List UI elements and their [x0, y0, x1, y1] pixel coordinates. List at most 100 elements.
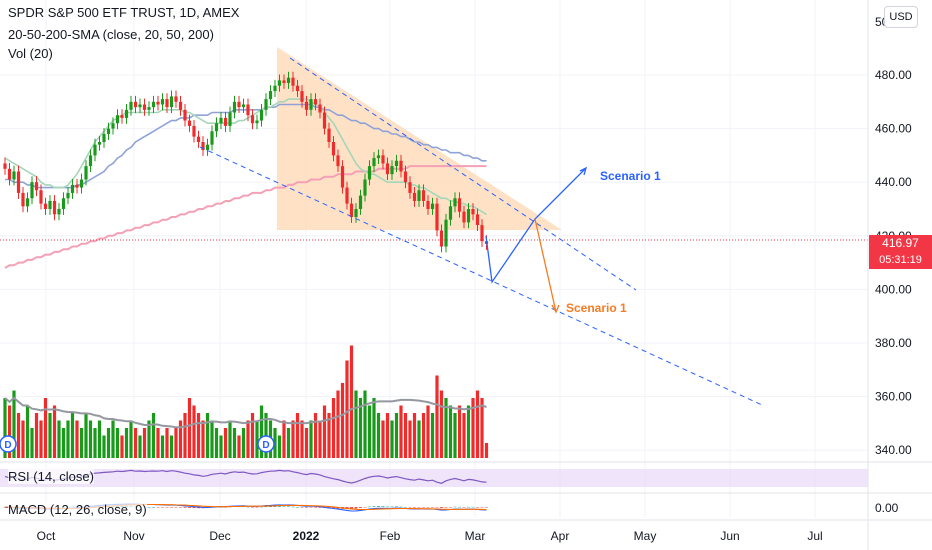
volume-bar [327, 413, 331, 458]
candle-body [237, 101, 241, 108]
macd-histogram-bar [246, 506, 250, 508]
time-tick-label: Nov [123, 529, 144, 543]
macd-axis-label: 0.00 [875, 501, 899, 515]
volume-bar [421, 413, 426, 458]
volume-bar [444, 398, 448, 458]
candle-body [372, 158, 376, 167]
candle-body [70, 184, 75, 193]
candle-body [318, 104, 322, 113]
moving-averages [4, 98, 487, 269]
candle-body [421, 190, 426, 201]
volume-bar [115, 428, 120, 458]
volume-bar [403, 413, 408, 458]
scenario-blue-arrowhead [579, 166, 588, 176]
volume-ma-line [4, 396, 487, 429]
candle-body [390, 166, 394, 175]
price-tick-label: 380.00 [875, 336, 912, 350]
candle-body [183, 109, 187, 121]
candle-body [354, 209, 358, 218]
time-tick-label: Apr [551, 529, 570, 543]
volume-bar [363, 390, 367, 458]
candle-body [466, 209, 471, 223]
candle-body [124, 109, 129, 118]
candle-body [12, 171, 16, 180]
candle-body [214, 123, 219, 132]
volume-bar [183, 413, 187, 458]
candle-body [268, 91, 273, 100]
candle-body [358, 195, 363, 209]
macd-histogram-bar [165, 507, 169, 508]
candle-body [111, 123, 115, 129]
macd-histogram-bar [395, 506, 398, 508]
volume-bar [354, 390, 358, 458]
macd-histogram-bar [287, 506, 290, 507]
volume-bar [439, 390, 444, 458]
triangle-pattern-drawing[interactable] [277, 47, 562, 230]
volume-bar [309, 420, 313, 458]
volume-bar [259, 405, 264, 458]
candle-body [430, 203, 435, 209]
candle-body [259, 109, 264, 121]
candle-body [147, 107, 151, 110]
volume-bar [457, 405, 462, 458]
price-tick-label: 440.00 [875, 175, 912, 189]
macd-histogram-bar [147, 507, 151, 508]
volume-bar [120, 435, 124, 458]
volume-bar [313, 413, 318, 458]
candle-body [75, 184, 79, 188]
candle-body [187, 120, 192, 126]
candle-body [322, 112, 327, 129]
volume-bar [480, 398, 484, 458]
candle-body [277, 80, 282, 86]
macd-histogram-bar [152, 507, 155, 508]
volume-bar [412, 413, 417, 458]
candle-body [345, 187, 349, 204]
candle-body [219, 117, 223, 124]
trend-drawings[interactable]: Scenario 1 Scenario 1 D D [0, 57, 868, 453]
candle-body [232, 101, 237, 113]
volume-bar [286, 428, 291, 458]
time-tick-label: Dec [209, 529, 230, 543]
volume-bar [169, 435, 174, 458]
candle-body [399, 160, 403, 172]
volume-bar [187, 398, 192, 458]
macd-histogram-bar [440, 507, 443, 508]
candle-body [309, 99, 313, 110]
legend-sma: 20-50-200-SMA (close, 20, 50, 200) [8, 27, 214, 42]
candle-body [381, 155, 385, 164]
volume-bar [151, 413, 156, 458]
candle-body [453, 198, 457, 207]
candle-body [448, 206, 453, 220]
candle-body [66, 192, 70, 199]
candle-body [340, 166, 345, 188]
candle-body [169, 96, 174, 108]
candle-body [471, 209, 475, 215]
volume-bar [331, 398, 336, 458]
macd-histogram-bar [174, 507, 178, 508]
volume-bar [196, 413, 201, 458]
volume-bar [300, 420, 304, 458]
volume-bar [349, 345, 354, 458]
volume-bar [255, 420, 259, 458]
volume-bar [142, 428, 147, 458]
candle-body [331, 142, 336, 156]
currency-button[interactable]: USD [884, 6, 918, 28]
scenario-orange-label: Scenario 1 [566, 301, 627, 315]
macd-histogram-bar [255, 507, 259, 508]
volume-bar [102, 435, 106, 458]
candle-body [88, 155, 93, 167]
volume-bar [201, 420, 205, 458]
macd-histogram-bar [404, 507, 407, 508]
time-tick-label: Feb [380, 529, 401, 543]
candle-body [241, 104, 246, 108]
candle-body [295, 85, 300, 92]
macd-histogram-bar [332, 507, 335, 509]
volume-bar [475, 390, 480, 458]
volume-bar [340, 383, 345, 458]
volume-bar [381, 420, 385, 458]
macd-histogram-bar [471, 506, 475, 508]
volume-bar [57, 420, 61, 458]
macd-histogram-bar [480, 507, 484, 508]
